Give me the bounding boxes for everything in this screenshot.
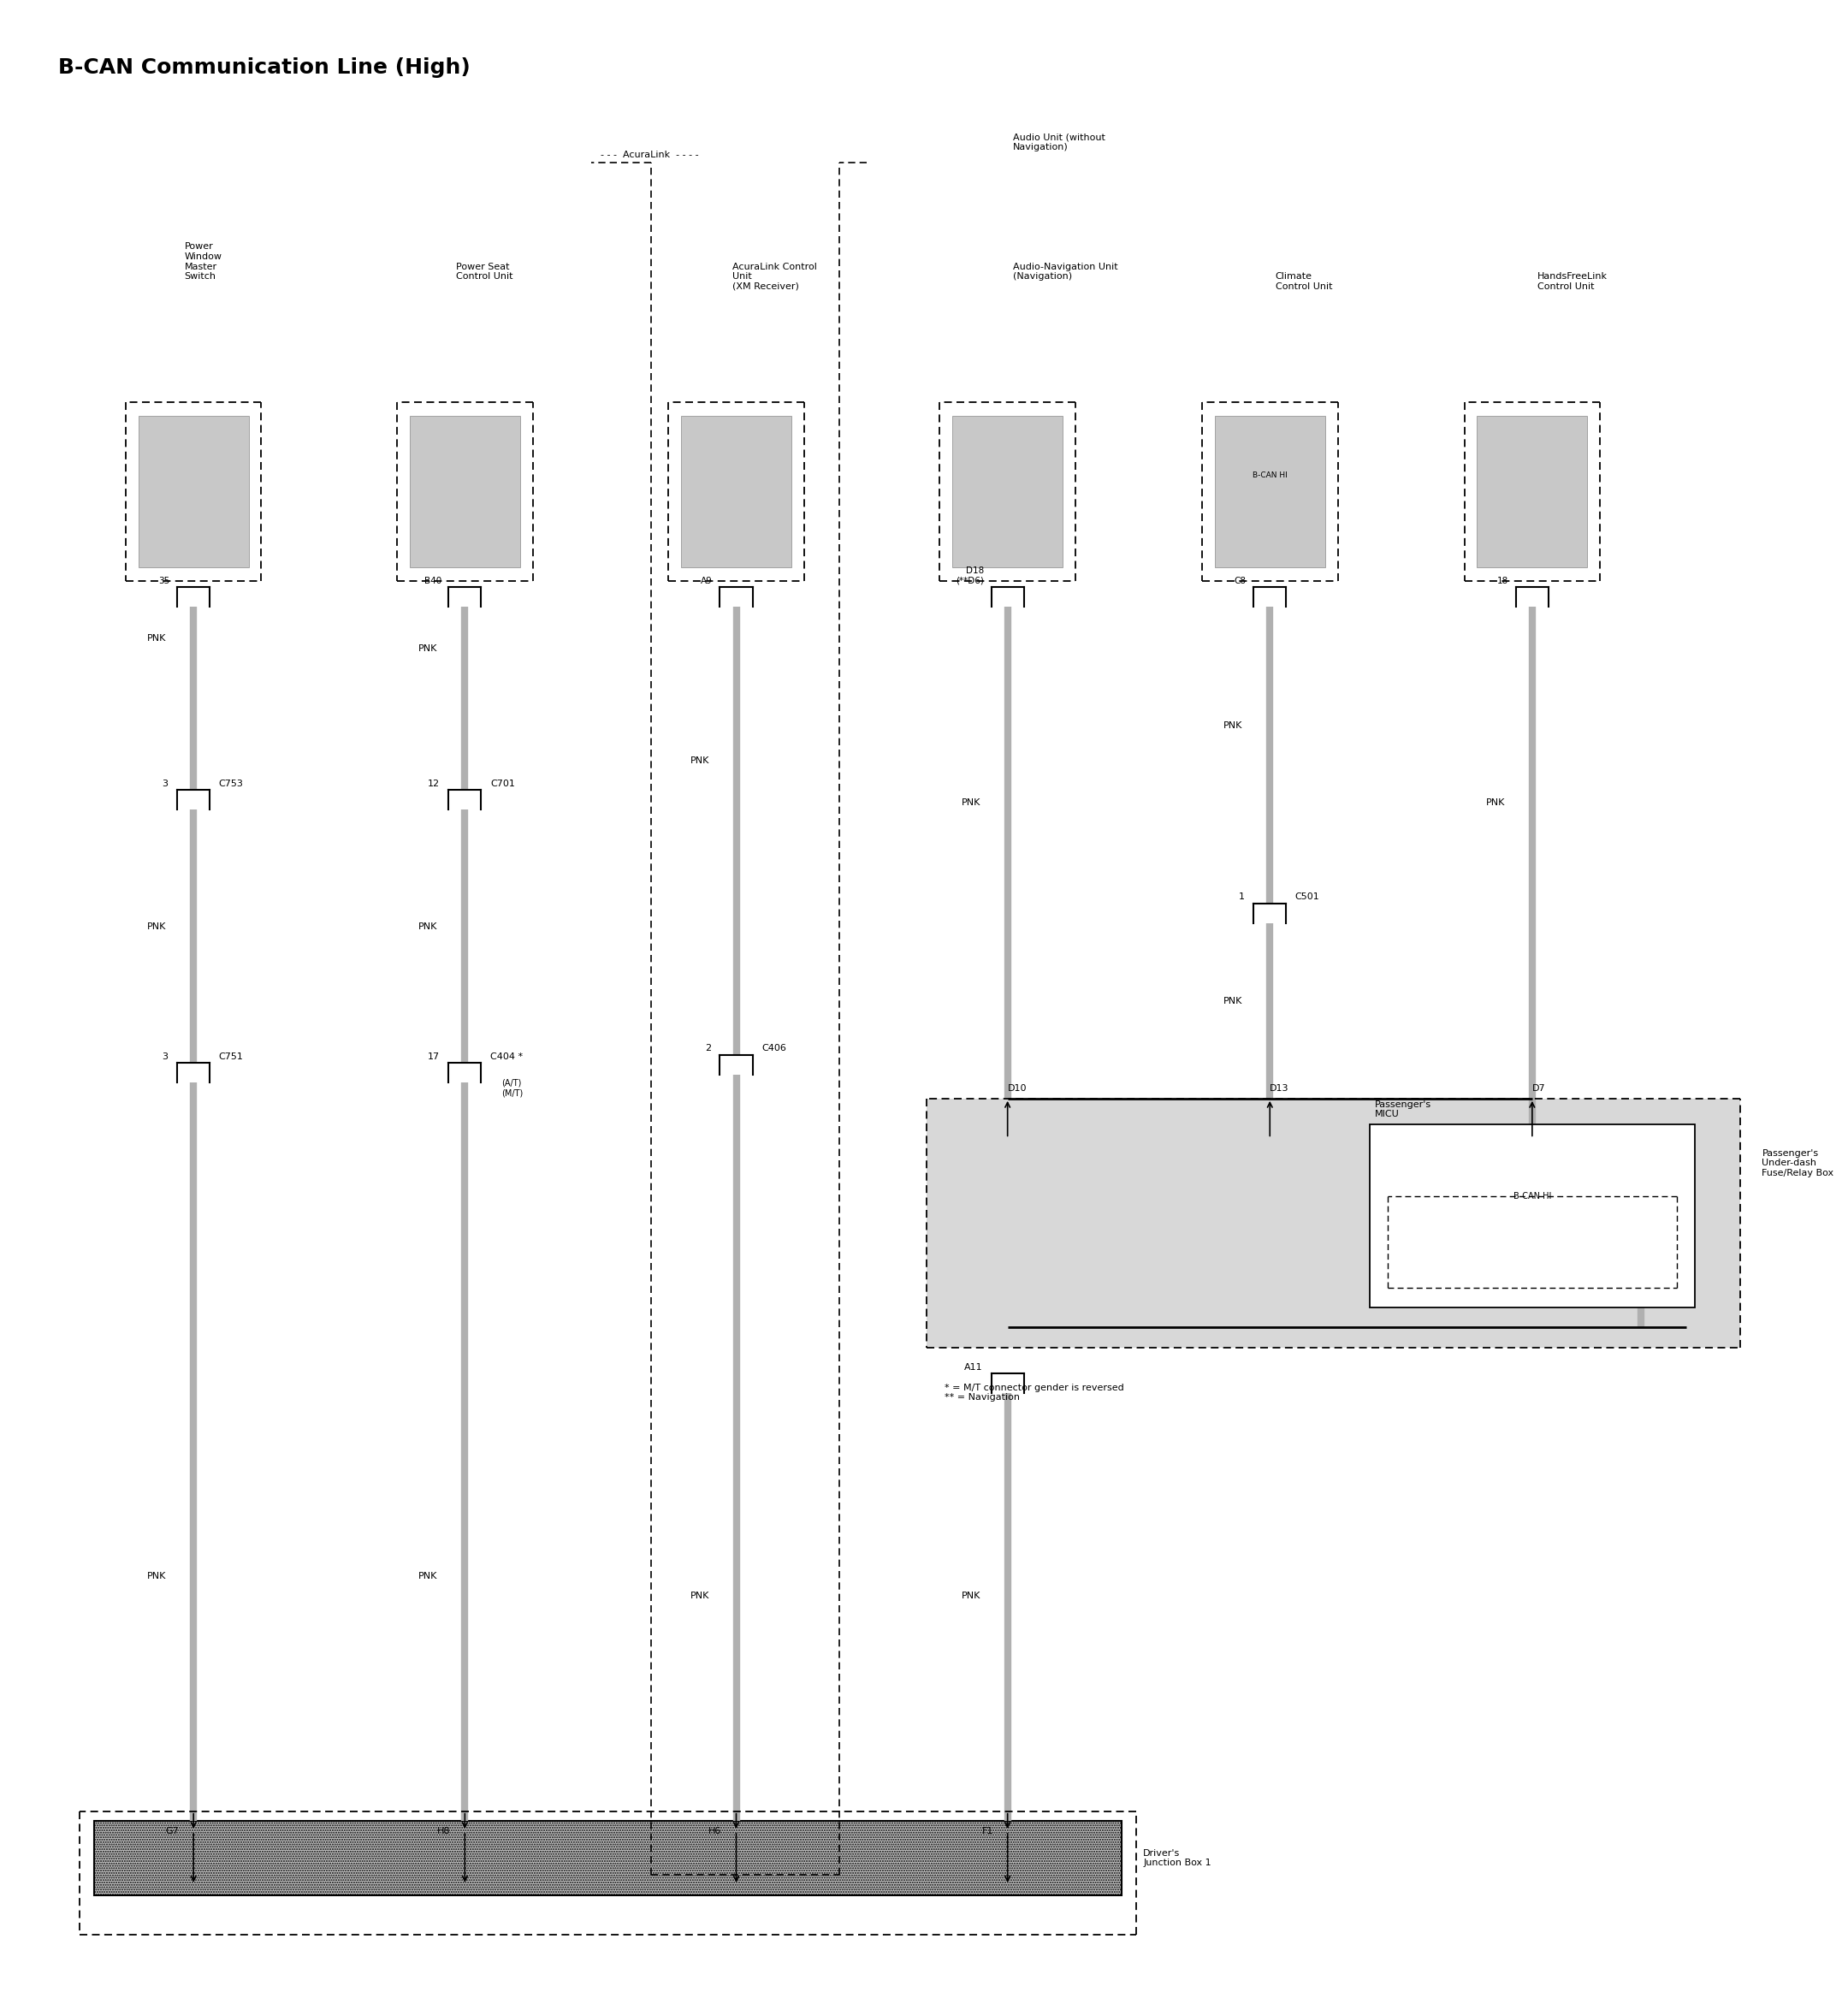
Text: F1: F1: [981, 1828, 992, 1836]
Bar: [1214, 416, 1325, 567]
Text: B-CAN HI: B-CAN HI: [1514, 1193, 1550, 1201]
Text: H6: H6: [708, 1828, 723, 1836]
Text: PNK: PNK: [961, 799, 981, 807]
Text: 18: 18: [1497, 575, 1508, 585]
Text: PNK: PNK: [1486, 799, 1504, 807]
Text: C751: C751: [218, 1053, 244, 1061]
Text: C753: C753: [218, 779, 244, 787]
Text: A9: A9: [700, 575, 713, 585]
Text: Passenger's
MICU: Passenger's MICU: [1375, 1101, 1432, 1119]
Text: PNK: PNK: [1223, 997, 1242, 1005]
Bar: [682, 416, 791, 567]
Text: 3: 3: [163, 1053, 168, 1061]
Text: 12: 12: [427, 779, 440, 787]
Text: B40: B40: [423, 575, 442, 585]
Bar: [1477, 416, 1587, 567]
Text: (A/T)
(M/T): (A/T) (M/T): [501, 1079, 523, 1097]
Text: PNK: PNK: [1223, 721, 1242, 729]
Text: PNK: PNK: [419, 643, 438, 653]
Text: 3: 3: [163, 779, 168, 787]
Bar: [94, 1822, 1122, 1894]
Text: Driver's
Junction Box 1: Driver's Junction Box 1: [1144, 1848, 1210, 1868]
Text: Climate
Control Unit: Climate Control Unit: [1275, 272, 1332, 292]
Text: B-CAN Communication Line (High): B-CAN Communication Line (High): [57, 58, 469, 78]
Bar: [926, 1099, 1741, 1347]
Text: Power Seat
Control Unit: Power Seat Control Unit: [456, 262, 512, 282]
Text: D10: D10: [1007, 1085, 1027, 1093]
Text: HandsFreeLink
Control Unit: HandsFreeLink Control Unit: [1538, 272, 1608, 292]
Text: 1: 1: [1238, 893, 1244, 901]
Text: * = M/T connector gender is reversed
** = Navigation: * = M/T connector gender is reversed ** …: [944, 1383, 1124, 1403]
Text: H8: H8: [438, 1828, 451, 1836]
Text: D18
(**D6): D18 (**D6): [955, 565, 983, 585]
Bar: [1369, 1125, 1695, 1307]
Text: Power
Window
Master
Switch: Power Window Master Switch: [185, 242, 222, 282]
Text: C701: C701: [490, 779, 516, 787]
Bar: [410, 416, 519, 567]
Text: 17: 17: [427, 1053, 440, 1061]
Text: 35: 35: [159, 575, 170, 585]
Text: 2: 2: [704, 1045, 711, 1053]
Text: PNK: PNK: [961, 1592, 981, 1600]
Text: PNK: PNK: [148, 635, 166, 643]
Text: - - -  AcuraLink  - - - -: - - - AcuraLink - - - -: [601, 150, 699, 160]
Text: A11: A11: [963, 1363, 983, 1371]
Bar: [139, 416, 249, 567]
Text: Audio Unit (without
Navigation): Audio Unit (without Navigation): [1013, 134, 1105, 152]
Text: B-CAN HI: B-CAN HI: [1253, 472, 1288, 480]
Text: C501: C501: [1295, 893, 1319, 901]
Text: PNK: PNK: [689, 1592, 710, 1600]
Bar: [952, 416, 1063, 567]
Text: C406: C406: [761, 1045, 785, 1053]
Text: C404 *: C404 *: [490, 1053, 523, 1061]
Text: D13: D13: [1270, 1085, 1290, 1093]
Text: PNK: PNK: [419, 1572, 438, 1580]
Text: PNK: PNK: [689, 757, 710, 765]
Text: PNK: PNK: [148, 1572, 166, 1580]
Text: AcuraLink Control
Unit
(XM Receiver): AcuraLink Control Unit (XM Receiver): [732, 262, 817, 292]
Text: G7: G7: [166, 1828, 179, 1836]
Text: D7: D7: [1532, 1085, 1545, 1093]
Text: Audio-Navigation Unit
(Navigation): Audio-Navigation Unit (Navigation): [1013, 262, 1118, 282]
Text: C8: C8: [1234, 575, 1246, 585]
Text: PNK: PNK: [419, 921, 438, 931]
Text: Passenger's
Under-dash
Fuse/Relay Box: Passenger's Under-dash Fuse/Relay Box: [1761, 1149, 1833, 1177]
Text: PNK: PNK: [148, 921, 166, 931]
